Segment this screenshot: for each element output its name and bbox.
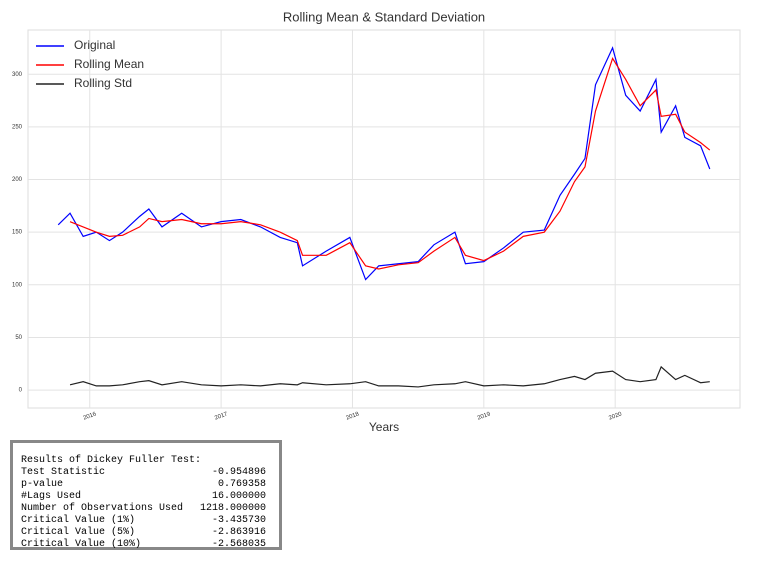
result-value: 1218.000000 <box>199 503 266 514</box>
x-tick-label: 2016 <box>83 411 98 421</box>
result-label: Critical Value (10%) <box>21 539 142 550</box>
result-row: Number of Observations Used 1218.000000 <box>21 503 266 515</box>
result-value: -0.954896 <box>211 467 266 478</box>
result-label: Test Statistic <box>21 467 106 478</box>
result-label: Critical Value (5%) <box>21 527 136 538</box>
y-tick-label: 150 <box>12 230 23 236</box>
y-tick-label: 100 <box>12 282 23 288</box>
y-tick-label: 0 <box>19 388 23 394</box>
x-tick-label: 2019 <box>477 411 492 421</box>
result-value: -3.435730 <box>211 515 266 526</box>
x-axis-label: Years <box>369 420 399 434</box>
x-tick-label: 2020 <box>608 411 623 421</box>
y-tick-label: 300 <box>12 72 23 78</box>
result-label: Number of Observations Used <box>21 503 184 514</box>
test-results: Results of Dickey Fuller Test: Test Stat… <box>10 440 282 550</box>
y-tick-label: 200 <box>12 177 23 183</box>
x-tick-label: 2018 <box>345 411 360 421</box>
y-tick-label: 50 <box>15 335 22 341</box>
x-tick-label: 2017 <box>214 411 229 421</box>
result-row: #Lags Used 16.000000 <box>21 491 266 503</box>
plot-area <box>27 29 741 409</box>
result-row: Test Statistic -0.954896 <box>21 467 266 479</box>
result-row: Critical Value (5%) -2.863916 <box>21 527 266 539</box>
y-tick-label: 250 <box>12 124 23 130</box>
series-line <box>57 46 711 281</box>
result-value: -2.863916 <box>211 527 266 538</box>
result-row: Critical Value (10%) -2.568035 <box>21 539 266 551</box>
result-value: 16.000000 <box>211 491 266 502</box>
result-label: #Lags Used <box>21 491 82 502</box>
result-row: Critical Value (1%) -3.435730 <box>21 515 266 527</box>
results-title: Results of Dickey Fuller Test: <box>21 455 202 466</box>
result-row: p-value 0.769358 <box>21 479 266 491</box>
chart-title: Rolling Mean & Standard Deviation <box>283 9 485 24</box>
legend-label: Rolling Mean <box>74 57 144 71</box>
result-label: Critical Value (1%) <box>21 515 136 526</box>
series-line <box>69 57 711 270</box>
result-label: p-value <box>21 479 64 490</box>
result-value: 0.769358 <box>217 479 266 490</box>
legend-label: Rolling Std <box>74 76 132 90</box>
legend-label: Original <box>74 38 115 52</box>
series-line <box>69 365 710 388</box>
chart: Rolling Mean & Standard Deviation Years … <box>12 9 741 434</box>
result-value: -2.568035 <box>211 539 266 550</box>
